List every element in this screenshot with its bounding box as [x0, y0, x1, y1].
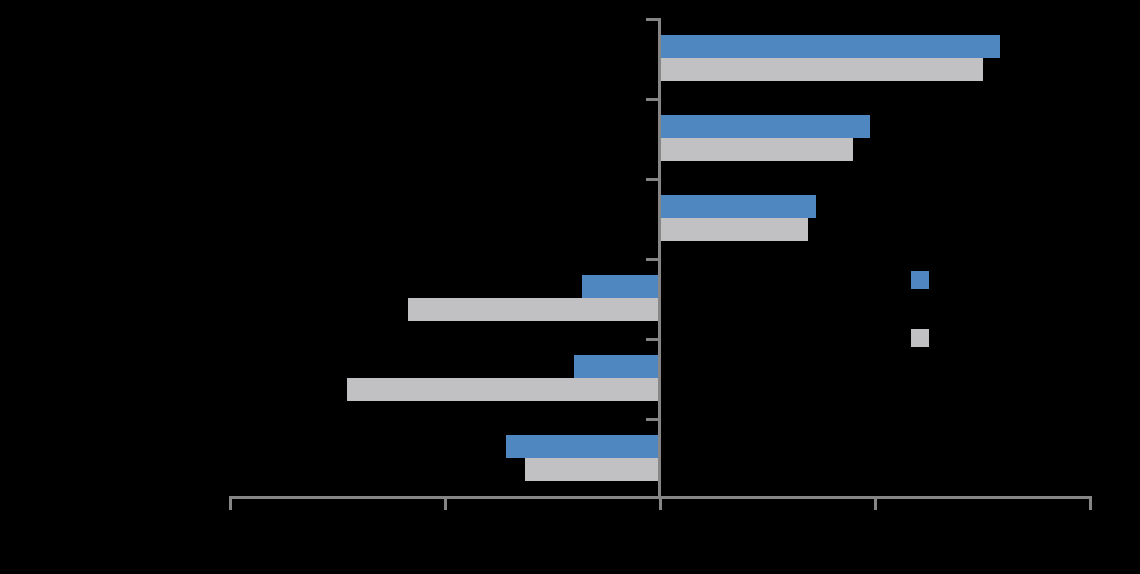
value-axis-tick [659, 496, 662, 510]
legend-swatch-blue [911, 271, 929, 289]
category-axis-tick [646, 418, 658, 421]
bar-blue-series-row-2 [660, 115, 871, 138]
bar-gray-series-row-3 [660, 218, 808, 241]
category-axis-tick [646, 98, 658, 101]
category-axis-tick [646, 18, 658, 21]
value-axis-tick [1089, 496, 1092, 510]
value-axis-tick [444, 496, 447, 510]
category-axis-tick [646, 178, 658, 181]
bar-blue-series-row-6 [506, 435, 660, 458]
bar-gray-series-row-5 [346, 378, 660, 401]
value-axis-tick [229, 496, 232, 510]
category-axis-line [658, 18, 661, 499]
bar-blue-series-row-4 [581, 275, 660, 298]
bar-gray-series-row-2 [660, 138, 854, 161]
category-axis-tick [646, 258, 658, 261]
legend-swatch-gray [911, 329, 929, 347]
category-axis-tick [646, 338, 658, 341]
bar-blue-series-row-1 [660, 35, 1000, 58]
bar-gray-series-row-6 [524, 458, 660, 481]
bar-gray-series-row-1 [660, 58, 983, 81]
bar-blue-series-row-3 [660, 195, 817, 218]
bar-gray-series-row-4 [408, 298, 660, 321]
value-axis-tick [874, 496, 877, 510]
bar-blue-series-row-5 [574, 355, 660, 378]
